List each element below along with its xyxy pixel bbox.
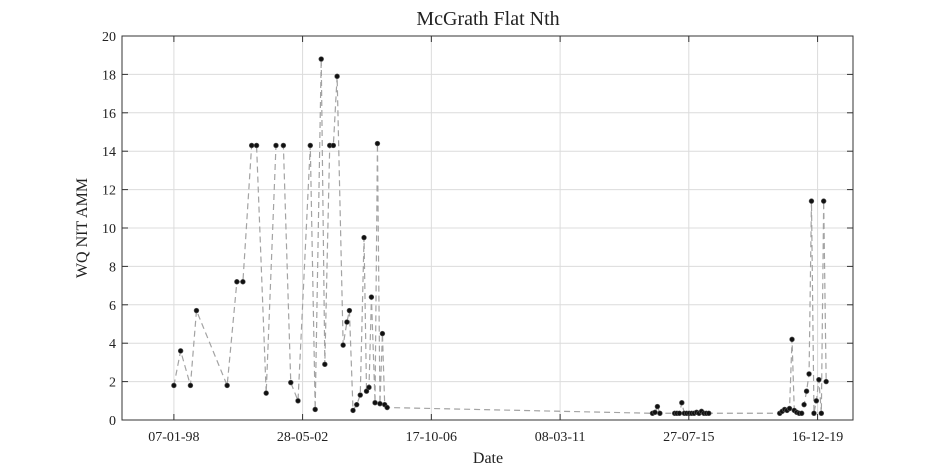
- data-point: [803, 388, 810, 394]
- y-tick-label: 6: [109, 299, 116, 314]
- data-point: [789, 336, 795, 343]
- data-point: [363, 388, 370, 394]
- x-tick-label: 28-05-02: [277, 430, 328, 445]
- data-point: [346, 307, 353, 314]
- data-point: [334, 73, 340, 80]
- data-point: [372, 400, 378, 406]
- y-tick-label: 0: [109, 414, 116, 429]
- y-tick-label: 12: [102, 184, 116, 199]
- data-point: [657, 410, 663, 416]
- x-tick-label: 07-01-98: [148, 430, 199, 445]
- data-point: [248, 142, 255, 149]
- x-tick-label: 16-12-19: [792, 430, 843, 445]
- data-point: [312, 406, 318, 413]
- x-tick-label: 17-10-06: [406, 430, 457, 445]
- data-point: [307, 142, 313, 149]
- grid: [122, 35, 853, 421]
- data-point: [171, 382, 177, 389]
- data-point: [823, 378, 829, 385]
- series-line: [173, 59, 827, 414]
- y-tick-label: 10: [102, 222, 116, 237]
- data-point: [786, 405, 793, 412]
- y-tick-label: 4: [109, 337, 116, 352]
- data-point: [187, 382, 194, 389]
- y-tick-label: 16: [102, 107, 116, 122]
- data-point: [813, 398, 820, 404]
- data-point: [234, 279, 240, 285]
- data-point: [384, 404, 390, 411]
- y-tick-label: 2: [109, 376, 116, 391]
- data-point: [706, 410, 712, 416]
- data-point: [806, 371, 812, 377]
- data-point: [354, 401, 360, 408]
- data-point: [374, 140, 381, 147]
- data-point: [820, 198, 827, 204]
- data-point: [654, 403, 661, 410]
- axis-ticks: 0 2 4 6 8 10 12 14 16 18 20 07-01-98 28-05-02 17-10-0…: [102, 30, 853, 445]
- data-point: [377, 400, 383, 407]
- chart-title: McGrath Flat Nth: [416, 8, 559, 30]
- data-point: [361, 234, 367, 241]
- data-point: [379, 330, 386, 337]
- data-point: [357, 392, 363, 398]
- data-point: [652, 409, 658, 416]
- data-point: [322, 361, 328, 368]
- y-tick-label: 18: [102, 68, 116, 83]
- data-point: [340, 342, 346, 348]
- data-point: [344, 319, 350, 325]
- data-point: [368, 294, 375, 300]
- data-point: [193, 307, 200, 314]
- x-axis-label: Date: [473, 450, 503, 467]
- data-point: [240, 279, 246, 285]
- data-point: [280, 142, 287, 149]
- data-point: [295, 398, 301, 404]
- data-point: [288, 379, 294, 386]
- data-point: [366, 384, 372, 391]
- data-point: [818, 410, 825, 416]
- y-axis-label: WQ NIT AMM: [74, 178, 91, 278]
- x-tick-label: 27-07-15: [663, 430, 714, 445]
- data-point: [273, 142, 279, 149]
- data-point: [330, 142, 337, 149]
- data-point: [224, 382, 230, 389]
- x-tick-label: 08-03-11: [535, 430, 586, 445]
- data-point: [350, 407, 356, 414]
- data-point: [318, 56, 324, 62]
- data-point: [679, 400, 685, 406]
- data-point: [798, 410, 805, 416]
- y-tick-label: 8: [109, 260, 116, 275]
- data-point: [263, 390, 269, 396]
- data-point: [253, 142, 260, 149]
- data-point: [808, 198, 815, 204]
- data-point: [801, 401, 807, 408]
- series-layer: [171, 56, 829, 416]
- y-tick-label: 14: [102, 145, 116, 160]
- data-point: [676, 410, 683, 416]
- y-tick-label: 20: [102, 30, 116, 45]
- data-point: [811, 410, 817, 416]
- data-point: [816, 376, 822, 383]
- data-point: [177, 348, 184, 354]
